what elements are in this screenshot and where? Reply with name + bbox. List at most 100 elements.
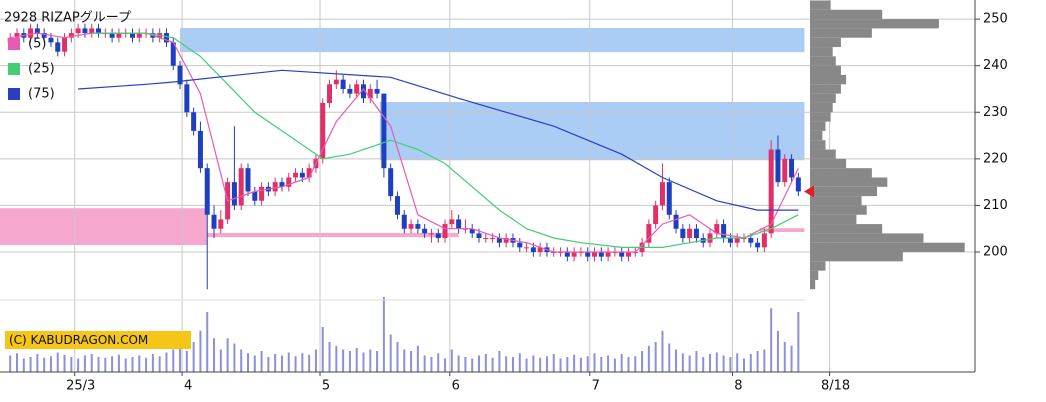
candle-body — [755, 242, 761, 248]
candle-body — [598, 252, 604, 257]
y-tick-label: 200 — [983, 245, 1008, 260]
profile-bar — [810, 205, 867, 215]
candle-body — [28, 28, 34, 38]
candle-body — [653, 205, 659, 225]
x-tick-label: 25/3 — [66, 379, 95, 394]
candle-body — [204, 168, 210, 215]
candle-body — [687, 228, 693, 239]
candle-body — [666, 182, 672, 215]
candle-body — [245, 168, 251, 192]
legend-label: (75) — [28, 87, 55, 102]
profile-bar — [810, 242, 965, 253]
profile-bar — [810, 75, 847, 85]
candle-body — [503, 238, 509, 243]
candle-body — [496, 238, 502, 243]
candle-body — [530, 247, 536, 253]
candle-body — [170, 42, 176, 66]
legend-label: (5) — [28, 37, 46, 52]
candle-body — [320, 102, 326, 159]
profile-bar — [810, 149, 836, 159]
profile-bar — [810, 56, 836, 66]
zone — [759, 228, 805, 232]
profile-bar — [810, 168, 872, 178]
profile-bar — [810, 84, 841, 94]
y-tick-label: 250 — [983, 12, 1008, 27]
profile-bar — [810, 196, 862, 206]
profile-bar — [810, 121, 826, 131]
legend-swatch — [8, 88, 20, 100]
candle-body — [442, 224, 448, 239]
candle-body — [619, 252, 625, 257]
candle-body — [89, 28, 95, 34]
moving-average-line — [91, 32, 799, 248]
candle-body — [327, 84, 333, 103]
candle-body — [286, 177, 292, 187]
candle-body — [218, 219, 224, 229]
labels: 2928 RIZAPグループ (C) KABUDRAGON.COM 200 210… — [4, 11, 1008, 394]
candle-body — [354, 84, 360, 94]
profile-bar — [810, 279, 816, 290]
y-tick-label: 220 — [983, 151, 1008, 166]
candle-body — [177, 65, 183, 85]
x-tick-label: 6 — [452, 379, 460, 394]
candle-body — [75, 28, 81, 34]
profile-bar — [810, 9, 883, 20]
candle-body — [34, 28, 40, 34]
marks — [7, 0, 965, 372]
profile-bar — [810, 177, 888, 187]
candle-body — [483, 238, 489, 240]
candle-body — [605, 252, 611, 257]
candle-body — [449, 219, 455, 225]
copyright: (C) KABUDRAGON.COM — [9, 333, 148, 347]
candle-body — [374, 88, 380, 94]
candle-body — [428, 233, 434, 235]
y-tick-label: 240 — [983, 58, 1008, 73]
candle-body — [408, 224, 414, 229]
candle-body — [299, 172, 305, 178]
last-price-marker — [804, 185, 814, 198]
profile-bar — [810, 270, 819, 280]
candle-body — [96, 28, 102, 34]
legend-swatch — [8, 63, 20, 75]
profile-bar — [810, 93, 836, 103]
candle-body — [272, 182, 278, 192]
candle-body — [48, 37, 54, 43]
profile-bar — [810, 28, 872, 38]
candle-body — [795, 177, 801, 192]
x-tick-label: 4 — [184, 379, 192, 394]
candle-body — [456, 219, 462, 229]
zone — [207, 232, 459, 238]
candle-body — [394, 196, 400, 215]
x-tick-label: 5 — [322, 379, 330, 394]
candle-body — [62, 37, 68, 52]
profile-bar — [810, 102, 833, 113]
candle-body — [435, 233, 441, 239]
candle-body — [259, 186, 265, 201]
candle-body — [238, 168, 244, 206]
candle-body — [68, 33, 74, 38]
zone — [379, 102, 805, 161]
candle-body — [693, 228, 699, 239]
candle-body — [721, 224, 727, 239]
legend-label: (25) — [28, 62, 55, 77]
candle-body — [231, 182, 237, 206]
candle-body — [252, 191, 258, 201]
candle-body — [116, 33, 122, 38]
candle-body — [748, 238, 754, 243]
y-tick-label: 230 — [983, 105, 1008, 120]
candle-body — [184, 84, 190, 113]
zone — [0, 208, 208, 246]
profile-bar — [810, 233, 924, 243]
profile-bar — [810, 186, 878, 197]
profile-bar — [810, 0, 831, 10]
x-tick-label: 7 — [592, 379, 600, 394]
candle-body — [333, 79, 339, 85]
candle-body — [727, 238, 733, 243]
candle-body — [768, 149, 774, 234]
candle-body — [293, 172, 299, 178]
legend-swatch — [8, 38, 20, 50]
candle-body — [517, 242, 523, 248]
candle-body — [646, 224, 652, 243]
candle-body — [401, 214, 407, 229]
